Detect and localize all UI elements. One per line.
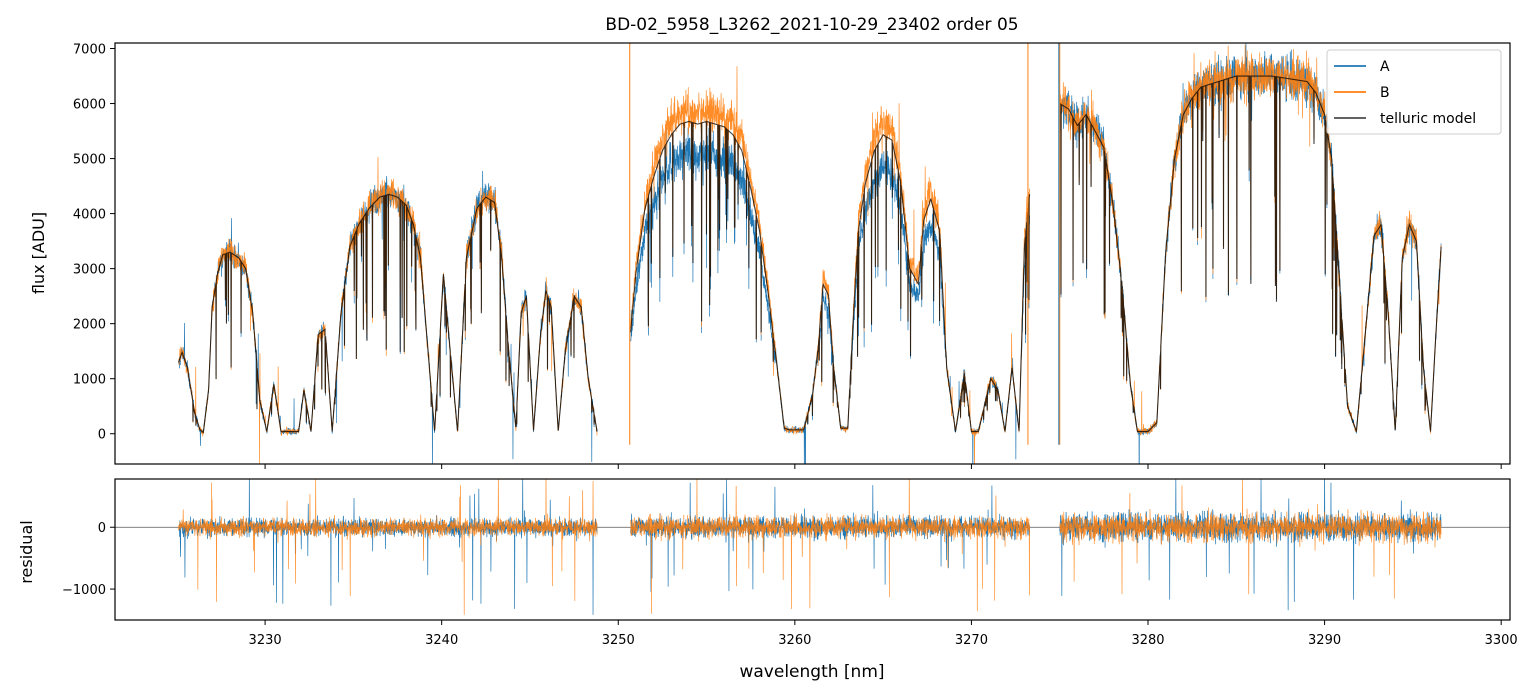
top-axes-frame xyxy=(114,42,1511,465)
top-plot: 0 1000 2000 3000 4000 5000 6000 7000 flux [ADU]… xyxy=(29,42,1511,469)
bottom-xtick-label: 3260 xyxy=(778,633,811,648)
top-ytick-label: 6000 xyxy=(73,98,106,113)
telluric-model-line xyxy=(1059,75,1442,433)
bottom-xtick-label: 3250 xyxy=(602,633,635,648)
bottom-xtick-label: 3270 xyxy=(955,633,988,648)
legend-box xyxy=(1326,49,1502,135)
top-ytick-label: 4000 xyxy=(73,208,106,223)
legend-label-telluric-model: telluric model xyxy=(1380,111,1476,127)
bottom-xtick-label: 3290 xyxy=(1308,633,1341,648)
bottom-xtick-label: 3230 xyxy=(249,633,282,648)
bottom-xtick-label: 3280 xyxy=(1131,633,1164,648)
top-axis-ticks: 0 1000 2000 3000 4000 5000 6000 7000 xyxy=(73,43,1502,469)
top-ytick-label: 7000 xyxy=(73,43,106,58)
top-ytick-label: 3000 xyxy=(73,263,106,278)
bottom-axis-ticks: 0 −1000 3230 3240 3250 3260 3270 3280 3290 3300 xyxy=(62,521,1518,648)
bottom-ytick-label: −1000 xyxy=(62,583,106,598)
telluric-model-line xyxy=(178,193,598,434)
bottom-axes-frame xyxy=(114,478,1511,621)
residual-B-line xyxy=(1059,479,1442,599)
residual-B-line xyxy=(178,479,598,615)
residual-A-line xyxy=(178,479,598,615)
top-ytick-label: 0 xyxy=(98,428,106,443)
top-ytick-label: 5000 xyxy=(73,153,106,168)
top-ylabel: flux [ADU] xyxy=(29,212,48,294)
top-ytick-label: 1000 xyxy=(73,373,106,388)
bottom-plot: 0 −1000 3230 3240 3250 3260 3270 3280 3290 3300 r… xyxy=(17,478,1518,682)
residual-B-line xyxy=(630,479,1030,614)
legend: A B telluric model xyxy=(1326,49,1502,135)
bottom-ytick-label: 0 xyxy=(98,521,106,536)
top-ytick-label: 2000 xyxy=(73,318,106,333)
bottom-data-lines xyxy=(115,479,1510,615)
bottom-ylabel: residual xyxy=(17,520,36,583)
bottom-xtick-label: 3300 xyxy=(1485,633,1518,648)
telluric-model-line xyxy=(630,120,1031,433)
legend-label-B: B xyxy=(1380,85,1390,101)
top-data-lines xyxy=(178,43,1442,464)
bottom-xtick-label: 3240 xyxy=(425,633,458,648)
x-axis-label: wavelength [nm] xyxy=(739,662,884,682)
legend-label-A: A xyxy=(1380,59,1390,75)
figure-title: BD-02_5958_L3262_2021-10-29_23402 order … xyxy=(605,15,1018,35)
residual-A-line xyxy=(1059,479,1442,611)
